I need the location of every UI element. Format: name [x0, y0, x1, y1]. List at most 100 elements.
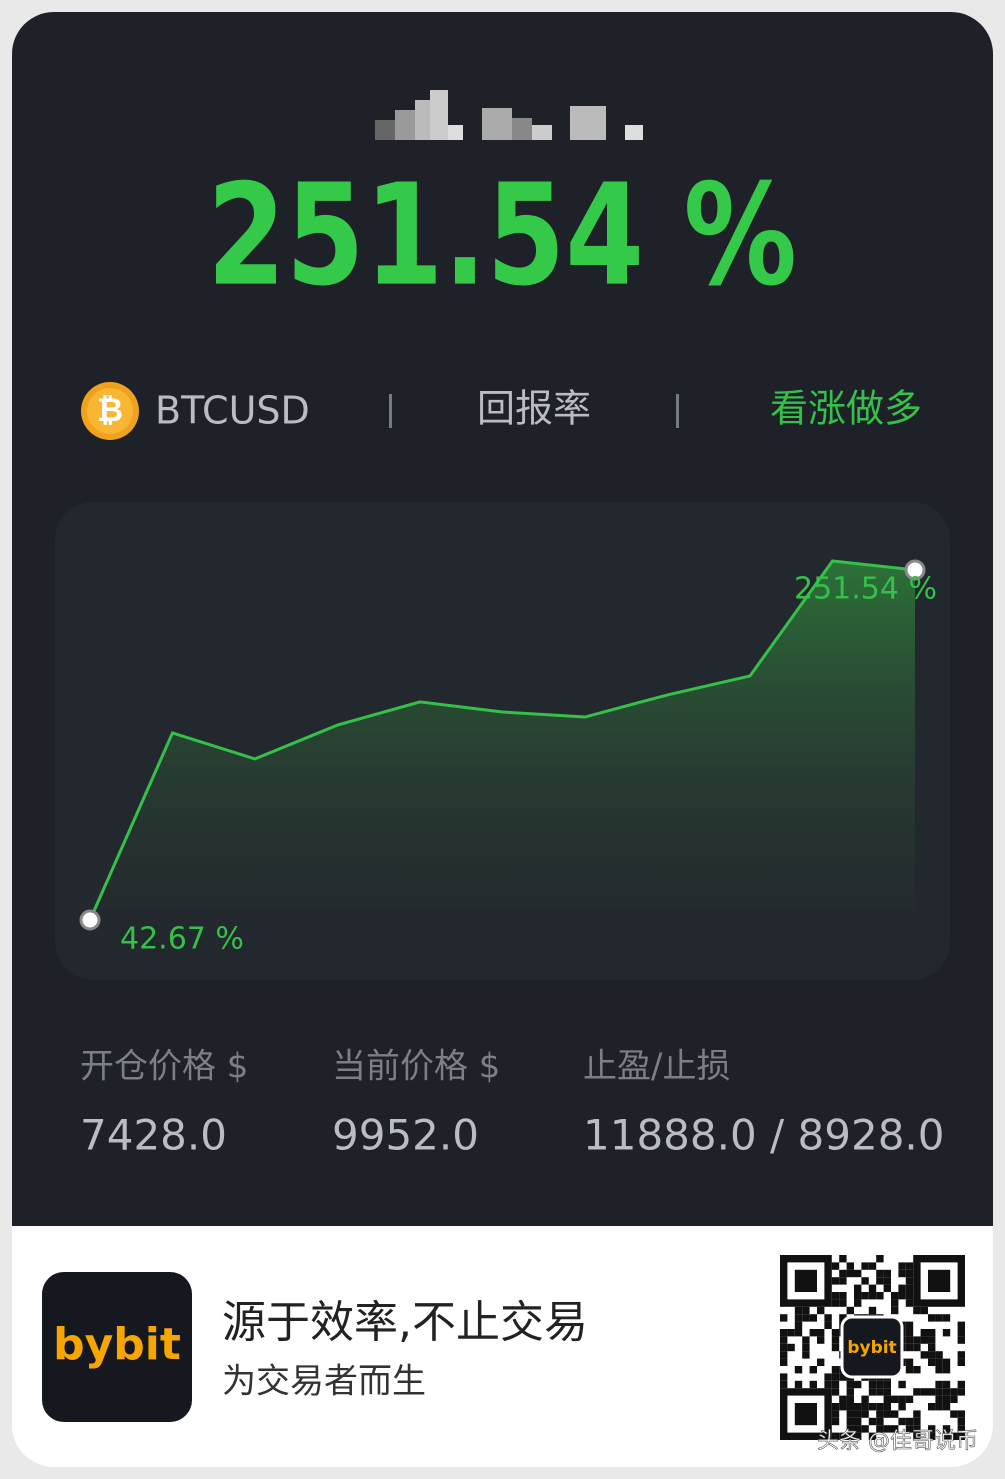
qr-cell [876, 1417, 884, 1426]
stat-value: 9952.0 [332, 1111, 479, 1160]
qr-finder [913, 1254, 966, 1307]
qr-finder-core [928, 1269, 951, 1292]
qr-cell [898, 1284, 906, 1292]
slogan: 源于效率,不止交易 [222, 1297, 588, 1348]
qr-cell [861, 1292, 869, 1300]
qr-cell [883, 1388, 891, 1396]
qr-logo-text: bybit [847, 1338, 896, 1358]
qr-cell [957, 1410, 965, 1418]
qr-cell [861, 1403, 869, 1411]
qr-cell [831, 1299, 840, 1307]
qr-cell [905, 1417, 914, 1426]
asset-symbol: BTCUSD [155, 389, 310, 433]
qr-cell [905, 1277, 914, 1285]
qr-cell [794, 1314, 803, 1322]
qr-cell [905, 1269, 914, 1278]
qr-cell [831, 1366, 840, 1374]
qr-cell [868, 1292, 877, 1300]
qr-cell [846, 1432, 854, 1440]
qr-cell [942, 1380, 951, 1389]
qr-cell [891, 1292, 899, 1300]
qr-cell [950, 1388, 958, 1396]
qr-cell [928, 1425, 936, 1433]
qr-cell [809, 1380, 817, 1389]
watermark: 头条 @佳哥说币 [817, 1429, 978, 1454]
divider [676, 394, 679, 428]
qr-cell [817, 1306, 825, 1315]
qr-cell [913, 1388, 921, 1396]
qr-cell [817, 1329, 825, 1337]
value-label: 42.67 % [120, 922, 244, 957]
qr-cell [920, 1336, 928, 1344]
qr-cell [905, 1321, 914, 1329]
qr-cell [905, 1358, 914, 1366]
qr-cell [802, 1314, 810, 1322]
qr-cell [817, 1336, 825, 1344]
qr-cell [846, 1425, 854, 1433]
qr-cell [920, 1306, 928, 1315]
qr-cell [957, 1336, 965, 1344]
qr-finder-core [794, 1269, 817, 1292]
qr-cell [913, 1425, 921, 1433]
qr-cell [876, 1380, 884, 1389]
qr-cell [831, 1403, 840, 1411]
qr-cell [861, 1410, 869, 1418]
qr-cell [957, 1380, 965, 1389]
qr-cell [876, 1292, 884, 1300]
qr-cell [942, 1395, 951, 1403]
qr-cell [942, 1425, 951, 1433]
qr-cell [876, 1269, 884, 1278]
tagline: 为交易者而生 [222, 1362, 426, 1402]
qr-cell [942, 1314, 951, 1322]
qr-cell [846, 1262, 854, 1270]
return-value: 251.54 % [207, 155, 797, 318]
qr-cell [831, 1336, 840, 1344]
qr-cell [846, 1417, 854, 1426]
coin-icon-inner [87, 388, 133, 434]
qr-cell [854, 1284, 862, 1292]
qr-cell [905, 1299, 914, 1307]
qr-cell [905, 1329, 914, 1337]
qr-cell [854, 1292, 862, 1300]
qr-cell [913, 1417, 921, 1426]
stat-label: 当前价格 $ [332, 1047, 500, 1087]
qr-cell [802, 1343, 810, 1352]
qr-cell [846, 1388, 854, 1396]
qr-cell [854, 1269, 862, 1278]
qr-cell [839, 1292, 847, 1300]
qr-cell [898, 1262, 906, 1270]
qr-cell [831, 1380, 840, 1389]
qr-cell [831, 1329, 840, 1337]
qr-cell [831, 1292, 840, 1300]
qr-cell [883, 1395, 891, 1403]
qr-cell [883, 1284, 891, 1292]
qr-cell [883, 1410, 891, 1418]
qr-cell [868, 1306, 877, 1315]
qr-cell [950, 1395, 958, 1403]
qr-cell [809, 1366, 817, 1374]
qr-cell [957, 1329, 965, 1337]
qr-cell [920, 1329, 928, 1337]
stat-label: 止盈/止损 [583, 1047, 730, 1087]
qr-cell [942, 1403, 951, 1411]
qr-cell [780, 1358, 788, 1366]
qr-cell [935, 1351, 943, 1359]
qr-code: bybit [780, 1254, 966, 1441]
qr-cell [920, 1388, 928, 1396]
qr-cell [831, 1343, 840, 1352]
qr-cell [905, 1284, 914, 1292]
qr-cell [935, 1395, 943, 1403]
point [904, 559, 926, 581]
qr-cell [794, 1329, 803, 1337]
qr-cell [905, 1425, 914, 1433]
qr-cell [846, 1306, 854, 1315]
qr-cell [928, 1336, 936, 1344]
qr-cell [868, 1403, 877, 1411]
divider [389, 394, 392, 428]
qr-cell [913, 1336, 921, 1344]
qr-cell [802, 1351, 810, 1359]
metric-label: 回报率 [477, 387, 591, 431]
qr-cell [957, 1321, 965, 1329]
qr-cell [868, 1432, 877, 1440]
qr-cell [824, 1321, 832, 1329]
